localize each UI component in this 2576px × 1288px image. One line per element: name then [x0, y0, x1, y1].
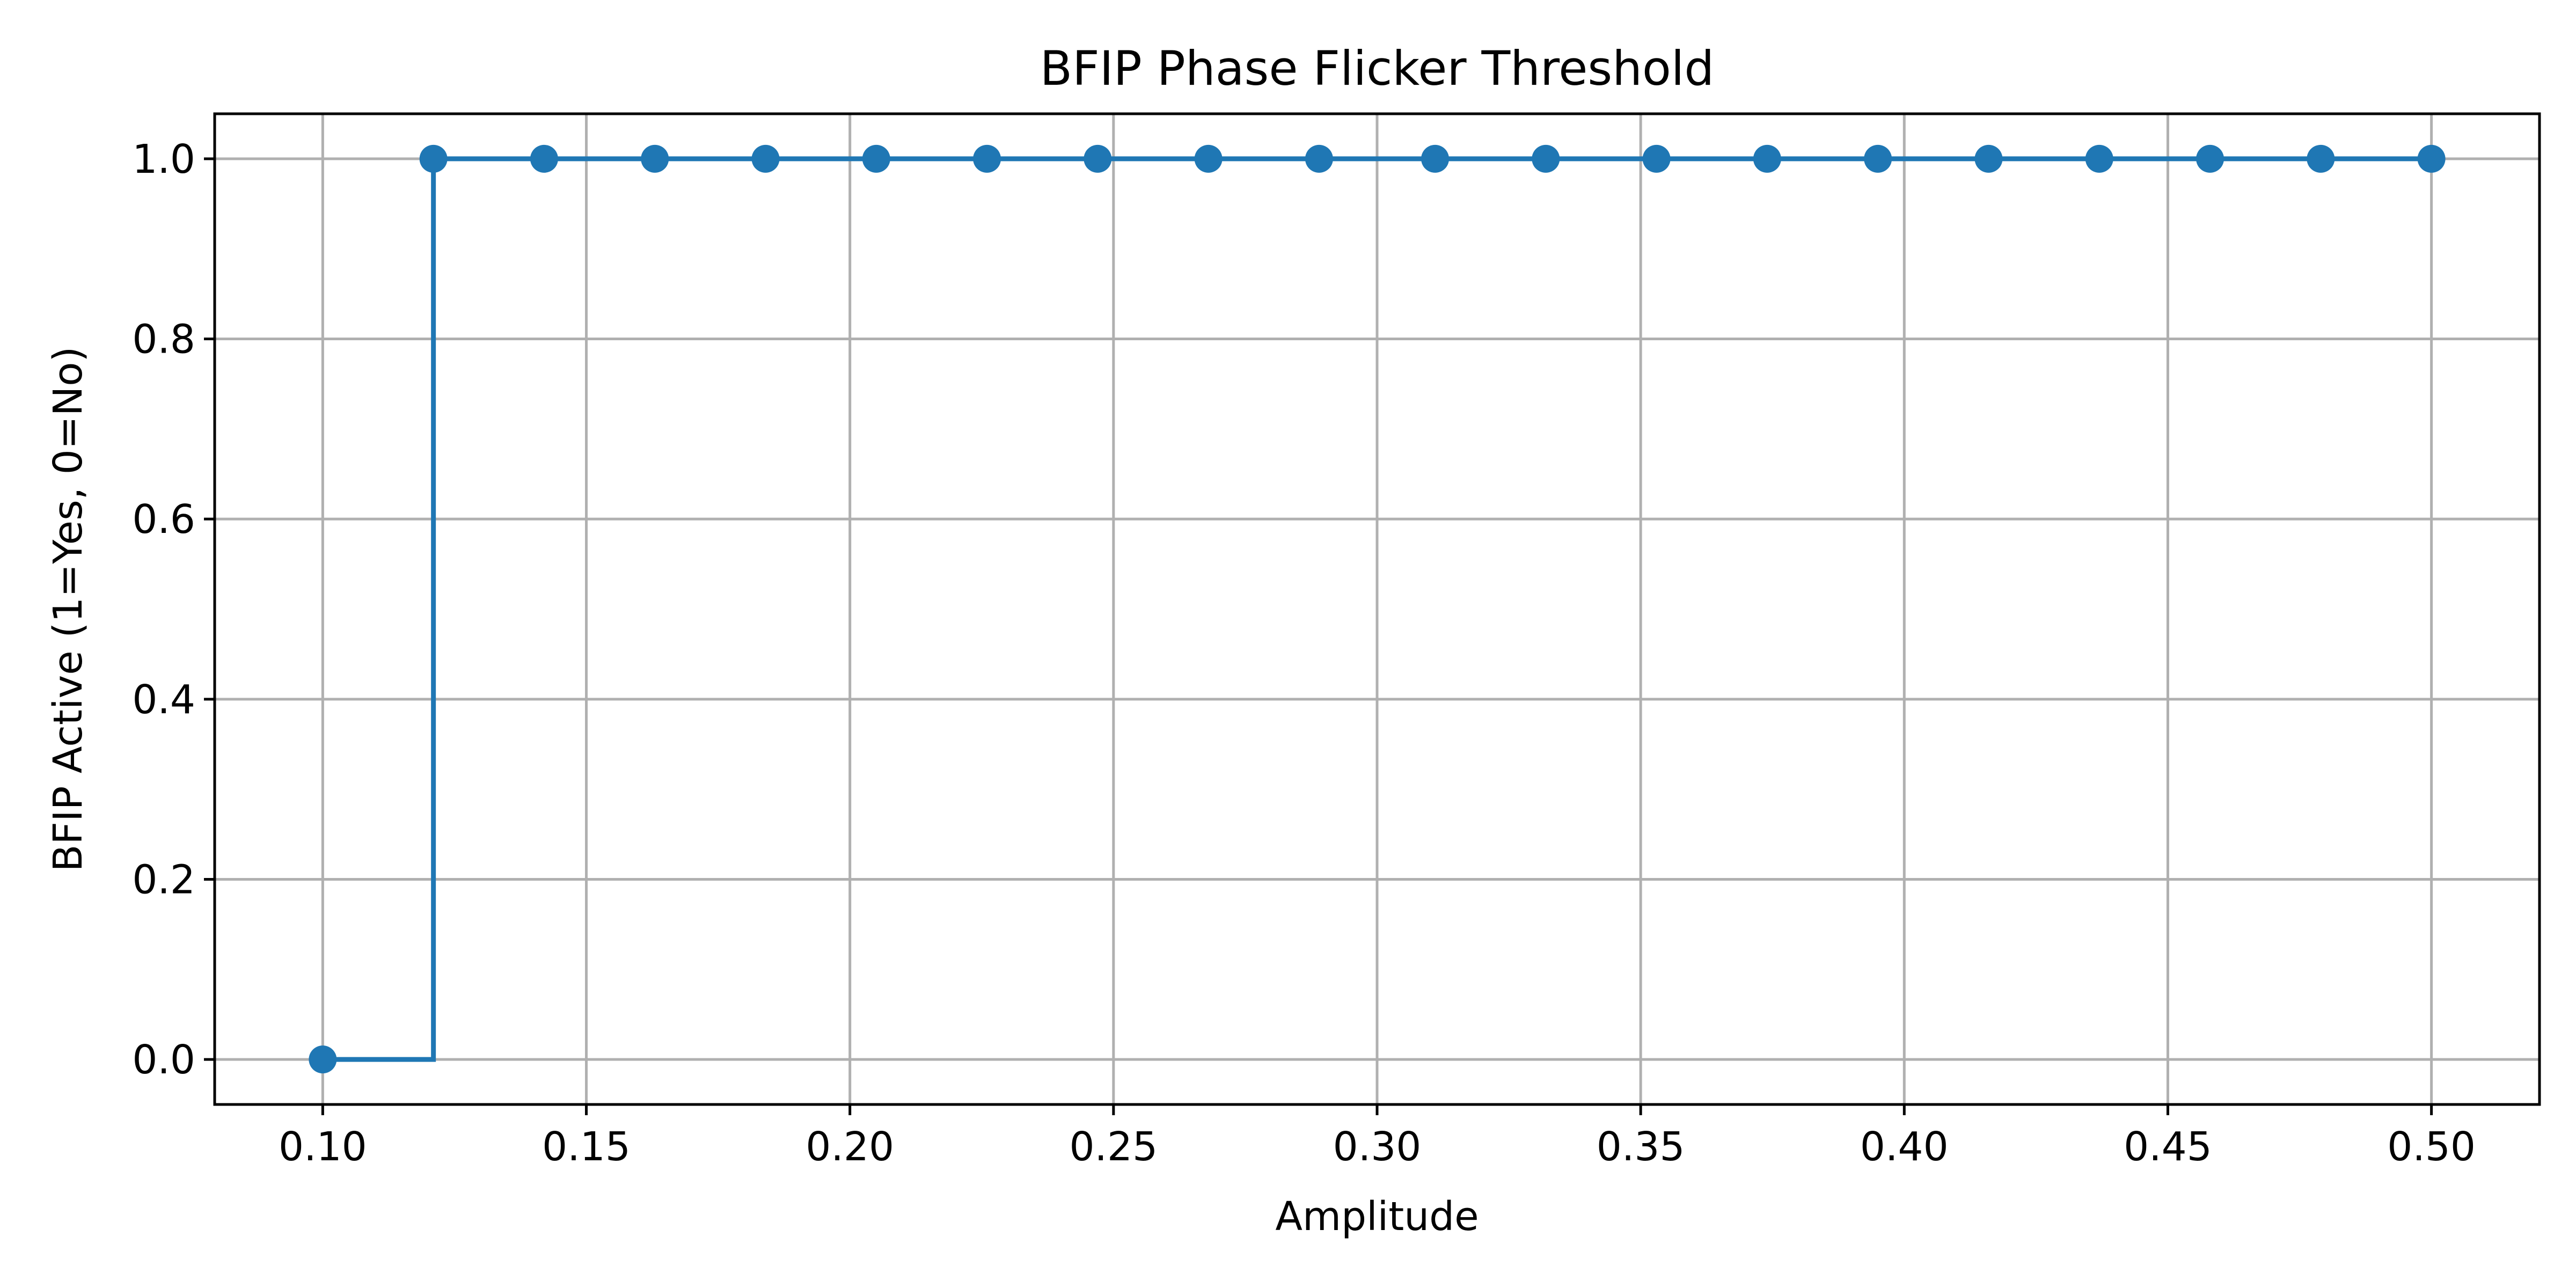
chart-title: BFIP Phase Flicker Threshold: [1040, 41, 1714, 96]
data-point-marker: [2417, 144, 2446, 173]
data-point-marker: [419, 144, 448, 173]
data-point-marker: [1084, 144, 1112, 173]
data-point-marker: [973, 144, 1001, 173]
y-tick-label: 0.2: [132, 857, 195, 903]
data-point-marker: [1864, 144, 1892, 173]
x-tick-label: 0.40: [1860, 1124, 1949, 1170]
data-point-marker: [1974, 144, 2003, 173]
series: [309, 144, 2446, 1074]
data-point-marker: [862, 144, 890, 173]
y-tick-label: 1.0: [132, 136, 195, 182]
axis-ticks: 0.10 0.15 0.20 0.25 0.30 0.35 0.40 0.45 0.50 0.0 0…: [132, 136, 2476, 1170]
data-point-marker: [2196, 144, 2224, 173]
data-point-marker: [309, 1045, 337, 1074]
x-tick-label: 0.50: [2387, 1124, 2476, 1170]
x-tick-label: 0.20: [806, 1124, 894, 1170]
data-point-marker: [1421, 144, 1450, 173]
data-point-marker: [1753, 144, 1781, 173]
y-tick-label: 0.4: [132, 677, 195, 723]
x-tick-label: 0.15: [542, 1124, 631, 1170]
x-tick-label: 0.45: [2124, 1124, 2212, 1170]
x-tick-label: 0.25: [1069, 1124, 1158, 1170]
grid: [215, 114, 2540, 1104]
data-point-marker: [751, 144, 780, 173]
y-axis-label: BFIP Active (1=Yes, 0=No): [45, 347, 91, 872]
data-point-marker: [1642, 144, 1671, 173]
data-point-marker: [1305, 144, 1333, 173]
data-point-marker: [1532, 144, 1560, 173]
data-point-marker: [530, 144, 558, 173]
x-tick-label: 0.35: [1597, 1124, 1685, 1170]
y-tick-label: 0.8: [132, 317, 195, 363]
x-tick-label: 0.10: [279, 1124, 367, 1170]
data-point-marker: [1194, 144, 1223, 173]
data-point-marker: [2085, 144, 2113, 173]
y-tick-label: 0.0: [132, 1037, 195, 1083]
data-point-marker: [641, 144, 669, 173]
x-tick-label: 0.30: [1333, 1124, 1422, 1170]
data-point-marker: [2307, 144, 2335, 173]
x-axis-label: Amplitude: [1275, 1194, 1479, 1240]
y-tick-label: 0.6: [132, 496, 195, 543]
